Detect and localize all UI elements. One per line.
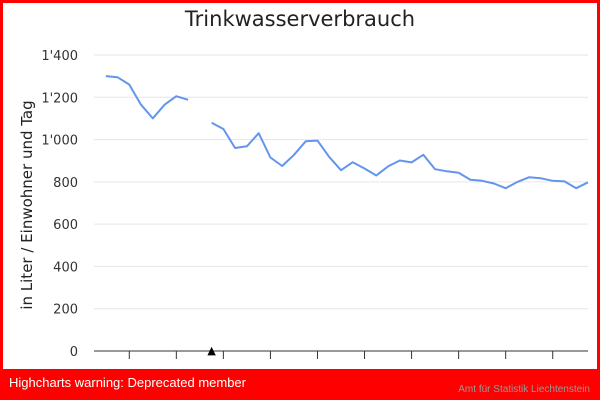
y-tick-label: 1'400 (41, 49, 78, 64)
triangle-marker-icon: ▲ (207, 344, 216, 357)
y-tick-label: 0 (70, 345, 78, 360)
chart-title: Trinkwasserverbrauch (184, 7, 416, 31)
series-line (105, 75, 589, 190)
y-tick-label: 800 (53, 176, 78, 191)
series-path (105, 75, 589, 190)
highcharts-warning-bar: Highcharts warning: Deprecated member (3, 369, 597, 397)
annotations: ▲ (207, 344, 216, 357)
y-axis-label: in Liter / Einwohner und Tag (18, 100, 36, 309)
y-tick-label: 1'200 (41, 91, 78, 106)
y-tick-labels: 0 200 400 600 800 1'000 1'200 1'400 (41, 49, 78, 360)
y-tick-label: 400 (53, 260, 78, 275)
warning-text: Highcharts warning: Deprecated member (9, 375, 246, 390)
y-tick-label: 200 (53, 303, 78, 318)
credits-text: Amt für Statistik Liechtenstein (458, 384, 590, 395)
grid-lines (94, 54, 588, 352)
y-tick-label: 1'000 (41, 134, 78, 149)
y-tick-label: 600 (53, 218, 78, 233)
